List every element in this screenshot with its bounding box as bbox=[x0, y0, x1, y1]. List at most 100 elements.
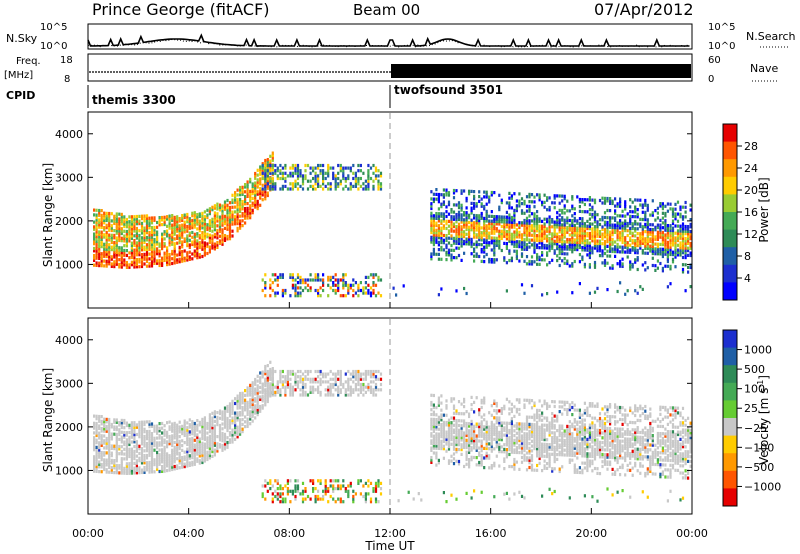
heatmap-cell bbox=[163, 452, 166, 457]
heatmap-cell bbox=[629, 214, 632, 218]
heatmap-cell bbox=[249, 209, 252, 213]
heatmap-cell bbox=[520, 254, 524, 258]
heatmap-cell bbox=[140, 439, 144, 443]
heatmap-cell bbox=[294, 166, 297, 170]
heatmap-cell bbox=[407, 490, 410, 494]
heatmap-cell bbox=[118, 258, 121, 262]
heatmap-cell bbox=[551, 239, 554, 243]
heatmap-cell bbox=[216, 202, 219, 206]
heatmap-cell bbox=[186, 459, 189, 463]
heatmap-cell bbox=[430, 235, 433, 239]
heatmap-cell bbox=[266, 186, 269, 190]
colorbar-swatch bbox=[723, 176, 737, 195]
heatmap-cell bbox=[178, 219, 181, 223]
heatmap-cell bbox=[634, 234, 637, 238]
heatmap-cell bbox=[259, 172, 262, 176]
heatmap-cell bbox=[161, 426, 164, 430]
heatmap-cell bbox=[161, 421, 164, 426]
heatmap-cell bbox=[347, 492, 350, 496]
heatmap-cell bbox=[687, 239, 690, 243]
heatmap-cell bbox=[266, 376, 269, 380]
heatmap-cell bbox=[281, 385, 284, 389]
heatmap-cell bbox=[156, 462, 159, 467]
heatmap-cell bbox=[432, 247, 435, 251]
heatmap-cell bbox=[291, 489, 294, 493]
heatmap-cell bbox=[566, 237, 569, 242]
heatmap-cell bbox=[480, 235, 483, 240]
heatmap-cell bbox=[379, 171, 383, 175]
heatmap-cell bbox=[588, 217, 591, 221]
heatmap-cell bbox=[271, 380, 274, 384]
heatmap-cell bbox=[216, 224, 219, 228]
heatmap-cell bbox=[332, 479, 335, 483]
heatmap-cell bbox=[651, 235, 654, 239]
heatmap-cell bbox=[264, 400, 267, 404]
heatmap-cell bbox=[334, 479, 337, 483]
heatmap-cell bbox=[460, 220, 463, 224]
heatmap-cell bbox=[440, 212, 443, 216]
heatmap-cell bbox=[478, 219, 481, 223]
heatmap-cell bbox=[518, 242, 521, 246]
heatmap-cell bbox=[299, 184, 302, 188]
heatmap-cell bbox=[463, 211, 466, 215]
heatmap-cell bbox=[294, 288, 297, 293]
heatmap-cell bbox=[367, 169, 370, 173]
heatmap-cell bbox=[457, 246, 461, 250]
heatmap-cell bbox=[193, 455, 196, 459]
heatmap-cell bbox=[374, 497, 378, 501]
heatmap-cell bbox=[236, 399, 239, 403]
heatmap-cell bbox=[156, 220, 159, 225]
heatmap-cell bbox=[437, 396, 440, 400]
heatmap-cell bbox=[689, 234, 692, 238]
heatmap-cell bbox=[301, 393, 305, 397]
heatmap-cell bbox=[666, 240, 669, 244]
heatmap-cell bbox=[130, 423, 133, 427]
heatmap-cell bbox=[186, 212, 189, 217]
heatmap-cell bbox=[213, 415, 216, 419]
heatmap-cell bbox=[523, 202, 526, 206]
heatmap-cell bbox=[568, 240, 571, 244]
heatmap-cell bbox=[251, 390, 254, 394]
power-colorbar-label: Power [dB] bbox=[757, 177, 771, 242]
heatmap-cell bbox=[611, 249, 614, 254]
heatmap-cell bbox=[130, 224, 133, 228]
heatmap-cell bbox=[231, 428, 234, 432]
heatmap-cell bbox=[447, 461, 451, 465]
heatmap-cell bbox=[332, 372, 335, 376]
heatmap-cell bbox=[173, 429, 176, 433]
heatmap-cell bbox=[357, 163, 360, 168]
heatmap-cell bbox=[158, 462, 161, 466]
heatmap-cell bbox=[533, 248, 536, 252]
heatmap-cell bbox=[241, 190, 244, 194]
heatmap-cell bbox=[581, 224, 584, 228]
heatmap-cell bbox=[186, 234, 189, 238]
heatmap-cell bbox=[188, 442, 191, 446]
heatmap-cell bbox=[123, 251, 126, 255]
heatmap-cell bbox=[186, 217, 189, 221]
heatmap-cell bbox=[201, 422, 204, 426]
heatmap-cell bbox=[437, 293, 440, 297]
heatmap-cell bbox=[636, 222, 639, 226]
heatmap-cell bbox=[213, 235, 216, 239]
heatmap-cell bbox=[359, 163, 362, 168]
heatmap-cell bbox=[128, 426, 131, 430]
heatmap-cell bbox=[488, 214, 491, 218]
heatmap-cell bbox=[687, 225, 690, 229]
heatmap-cell bbox=[145, 243, 149, 247]
heatmap-cell bbox=[593, 241, 597, 245]
heatmap-cell bbox=[654, 235, 657, 239]
heatmap-cell bbox=[135, 226, 138, 231]
heatmap-cell bbox=[533, 224, 536, 228]
heatmap-cell bbox=[586, 241, 589, 245]
heatmap-cell bbox=[188, 444, 191, 448]
heatmap-cell bbox=[145, 441, 149, 446]
heatmap-cell bbox=[445, 406, 448, 410]
heatmap-cell bbox=[239, 425, 242, 429]
heatmap-cell bbox=[161, 460, 164, 464]
heatmap-cell bbox=[191, 214, 194, 218]
heatmap-cell bbox=[145, 429, 149, 434]
heatmap-cell bbox=[254, 183, 257, 188]
heatmap-cell bbox=[614, 228, 617, 232]
heatmap-cell bbox=[359, 281, 362, 285]
